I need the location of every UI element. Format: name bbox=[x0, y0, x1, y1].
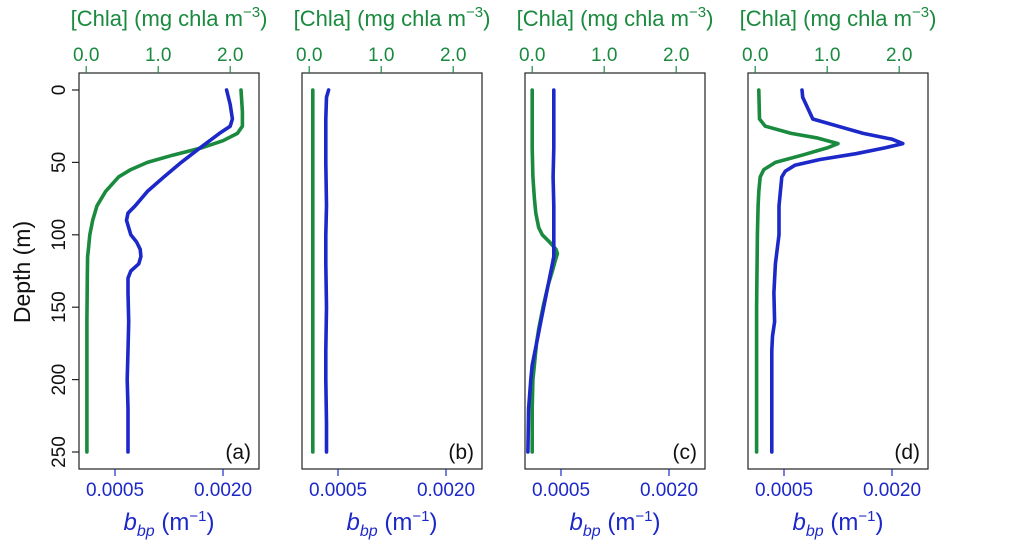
top-tick-label: 0.0 bbox=[742, 45, 768, 66]
bottom-tick-label: 0.0005 bbox=[755, 480, 813, 501]
panel-b: 0.0 1.0 2.0 [Chla] (mg chla m−3) 0.0005 0.002… bbox=[294, 4, 491, 540]
panel-label: (d) bbox=[894, 441, 920, 464]
top-tick-label: 0.0 bbox=[296, 45, 322, 66]
panel-frame bbox=[301, 72, 483, 470]
chla-profile-line bbox=[754, 88, 840, 454]
top-tick-label: 1.0 bbox=[591, 45, 617, 66]
bottom-axis-title: bbp (m−1) bbox=[570, 508, 661, 540]
bottom-tick-label: 0.0020 bbox=[417, 480, 475, 501]
top-axis-title: [Chla] (mg chla m−3) bbox=[71, 4, 268, 31]
panel-d: 0.0 1.0 2.0 [Chla] (mg chla m−3) 0.0005 0.002… bbox=[740, 4, 937, 540]
bottom-tick-label: 0.0005 bbox=[532, 480, 590, 501]
y-axis-label: Depth (m) bbox=[9, 221, 35, 323]
bbp-profile-line bbox=[769, 88, 905, 454]
top-tick-label: 0.0 bbox=[519, 45, 545, 66]
y-tick-label: 100 bbox=[49, 219, 70, 251]
panel-frame bbox=[747, 72, 929, 470]
panel-a: 0.0 1.0 2.0 [Chla] (mg chla m−3) 0.0005 0.002… bbox=[49, 4, 267, 540]
bbp-profile-line bbox=[323, 88, 331, 454]
top-tick-label: 1.0 bbox=[814, 45, 840, 66]
top-axis-title: [Chla] (mg chla m−3) bbox=[294, 4, 491, 31]
y-tick-label: 0 bbox=[49, 85, 70, 96]
top-tick-label: 2.0 bbox=[886, 45, 912, 66]
top-tick-label: 2.0 bbox=[440, 45, 466, 66]
top-tick-label: 2.0 bbox=[217, 45, 243, 66]
top-tick-label: 2.0 bbox=[663, 45, 689, 66]
panel-frame bbox=[524, 72, 706, 470]
top-axis-title: [Chla] (mg chla m−3) bbox=[517, 4, 714, 31]
bbp-profile-line bbox=[124, 88, 235, 454]
top-tick-label: 1.0 bbox=[145, 45, 171, 66]
bottom-axis-title: bbp (m−1) bbox=[124, 508, 215, 540]
top-tick-label: 0.0 bbox=[73, 45, 99, 66]
bbp-profile-line bbox=[526, 88, 556, 454]
y-tick-label: 250 bbox=[49, 436, 70, 468]
y-tick-label: 150 bbox=[49, 291, 70, 323]
bottom-tick-label: 0.0020 bbox=[863, 480, 921, 501]
bottom-tick-label: 0.0005 bbox=[86, 480, 144, 501]
panel-label: (c) bbox=[673, 441, 698, 464]
panels: 0.0 1.0 2.0[Chla] (mg chla m−3)0.0005 0.002… bbox=[49, 4, 936, 540]
top-axis-title: [Chla] (mg chla m−3) bbox=[740, 4, 937, 31]
y-tick-label: 200 bbox=[49, 364, 70, 396]
top-tick-label: 1.0 bbox=[368, 45, 394, 66]
panel-frame bbox=[78, 72, 260, 470]
bottom-axis-title: bbp (m−1) bbox=[347, 508, 438, 540]
y-tick-label: 50 bbox=[49, 152, 70, 173]
chla-profile-line bbox=[85, 88, 245, 454]
bottom-axis-title: bbp (m−1) bbox=[793, 508, 884, 540]
bottom-tick-label: 0.0020 bbox=[194, 480, 252, 501]
bottom-tick-label: 0.0005 bbox=[309, 480, 367, 501]
panel-label: (b) bbox=[448, 441, 474, 464]
bottom-tick-label: 0.0020 bbox=[640, 480, 698, 501]
panel-label: (a) bbox=[225, 441, 251, 464]
panel-c: 0.0 1.0 2.0 [Chla] (mg chla m−3) 0.0005 0.002… bbox=[517, 4, 714, 540]
